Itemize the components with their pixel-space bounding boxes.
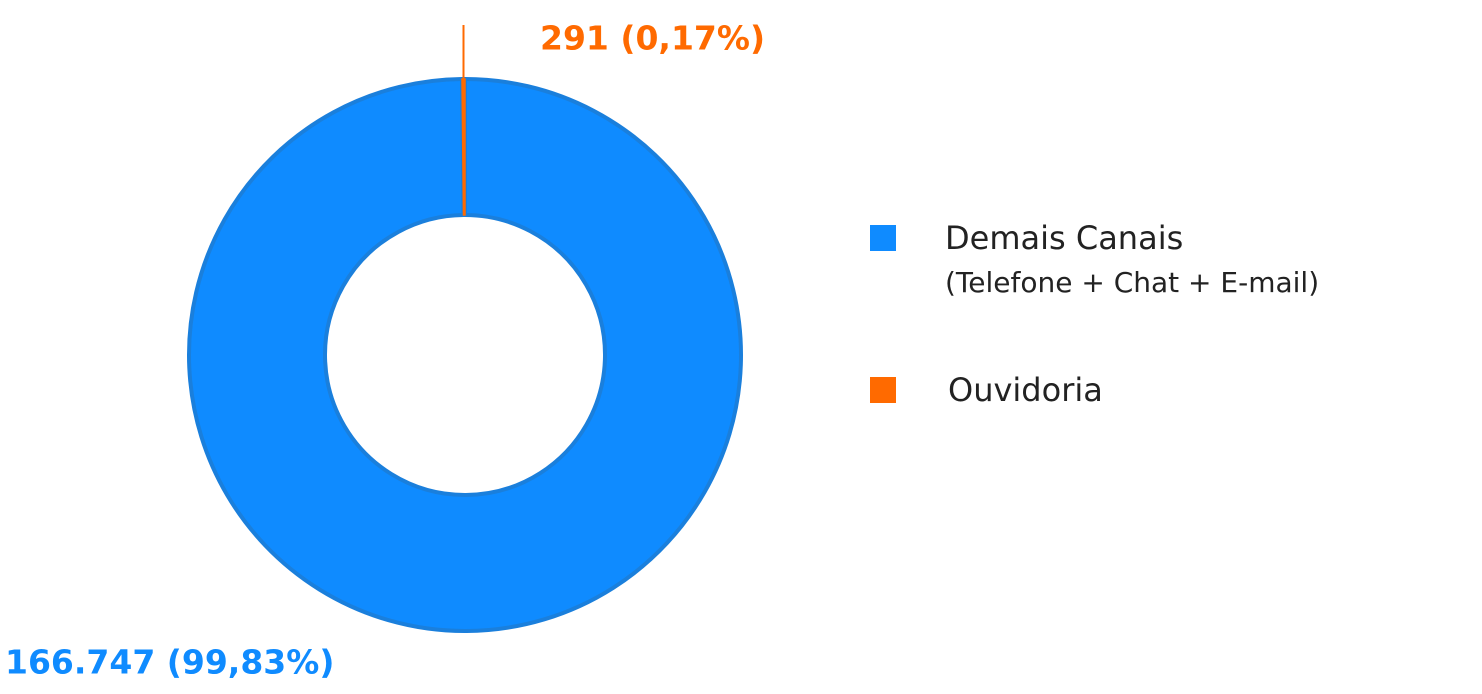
legend-label: Demais Canais <box>945 219 1183 257</box>
value-label: 166.747 (99,83%) <box>5 643 334 682</box>
donut-slice <box>461 78 466 216</box>
legend-swatch <box>870 225 896 251</box>
legend-swatch <box>870 377 896 403</box>
value-label: 291 (0,17%) <box>540 19 765 58</box>
donut-slice <box>187 76 743 633</box>
legend-label: Ouvidoria <box>948 371 1103 409</box>
legend-subtitle: (Telefone + Chat + E-mail) <box>945 266 1319 299</box>
